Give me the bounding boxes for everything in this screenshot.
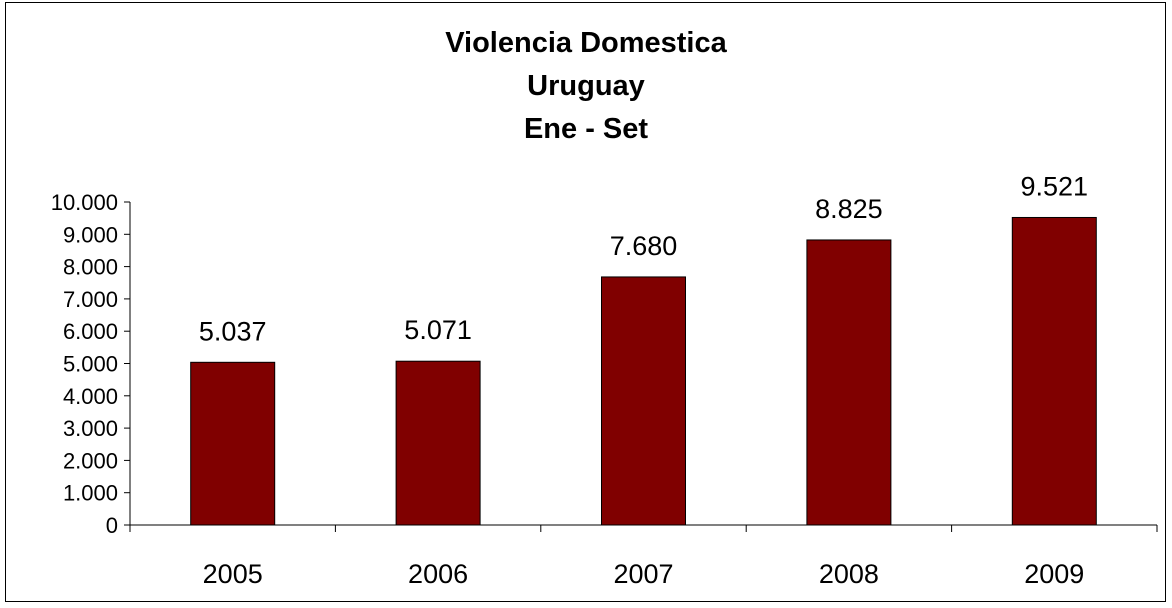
bar-2005 xyxy=(191,362,275,525)
y-tick-label: 8.000 xyxy=(63,255,118,280)
y-tick-label: 6.000 xyxy=(63,319,118,344)
bar-2006 xyxy=(396,361,480,525)
x-category-label-2008: 2008 xyxy=(819,559,879,589)
data-label-2008: 8.825 xyxy=(815,194,883,224)
data-label-2006: 5.071 xyxy=(404,315,472,345)
y-tick-label: 2.000 xyxy=(63,448,118,473)
y-tick-label: 0 xyxy=(106,513,118,538)
data-label-2005: 5.037 xyxy=(199,316,267,346)
x-category-label-2007: 2007 xyxy=(613,559,673,589)
bar-2008 xyxy=(807,240,891,525)
x-category-label-2005: 2005 xyxy=(203,559,263,589)
bar-2007 xyxy=(602,277,686,525)
y-tick-label: 1.000 xyxy=(63,481,118,506)
y-tick-label: 5.000 xyxy=(63,352,118,377)
x-category-label-2006: 2006 xyxy=(408,559,468,589)
data-label-2009: 9.521 xyxy=(1021,171,1089,201)
y-tick-label: 4.000 xyxy=(63,384,118,409)
x-category-label-2009: 2009 xyxy=(1024,559,1084,589)
y-tick-label: 3.000 xyxy=(63,416,118,441)
y-tick-label: 9.000 xyxy=(63,222,118,247)
data-label-2007: 7.680 xyxy=(610,231,678,261)
bar-2009 xyxy=(1012,217,1096,525)
y-tick-label: 10.000 xyxy=(51,190,118,215)
y-tick-label: 7.000 xyxy=(63,287,118,312)
